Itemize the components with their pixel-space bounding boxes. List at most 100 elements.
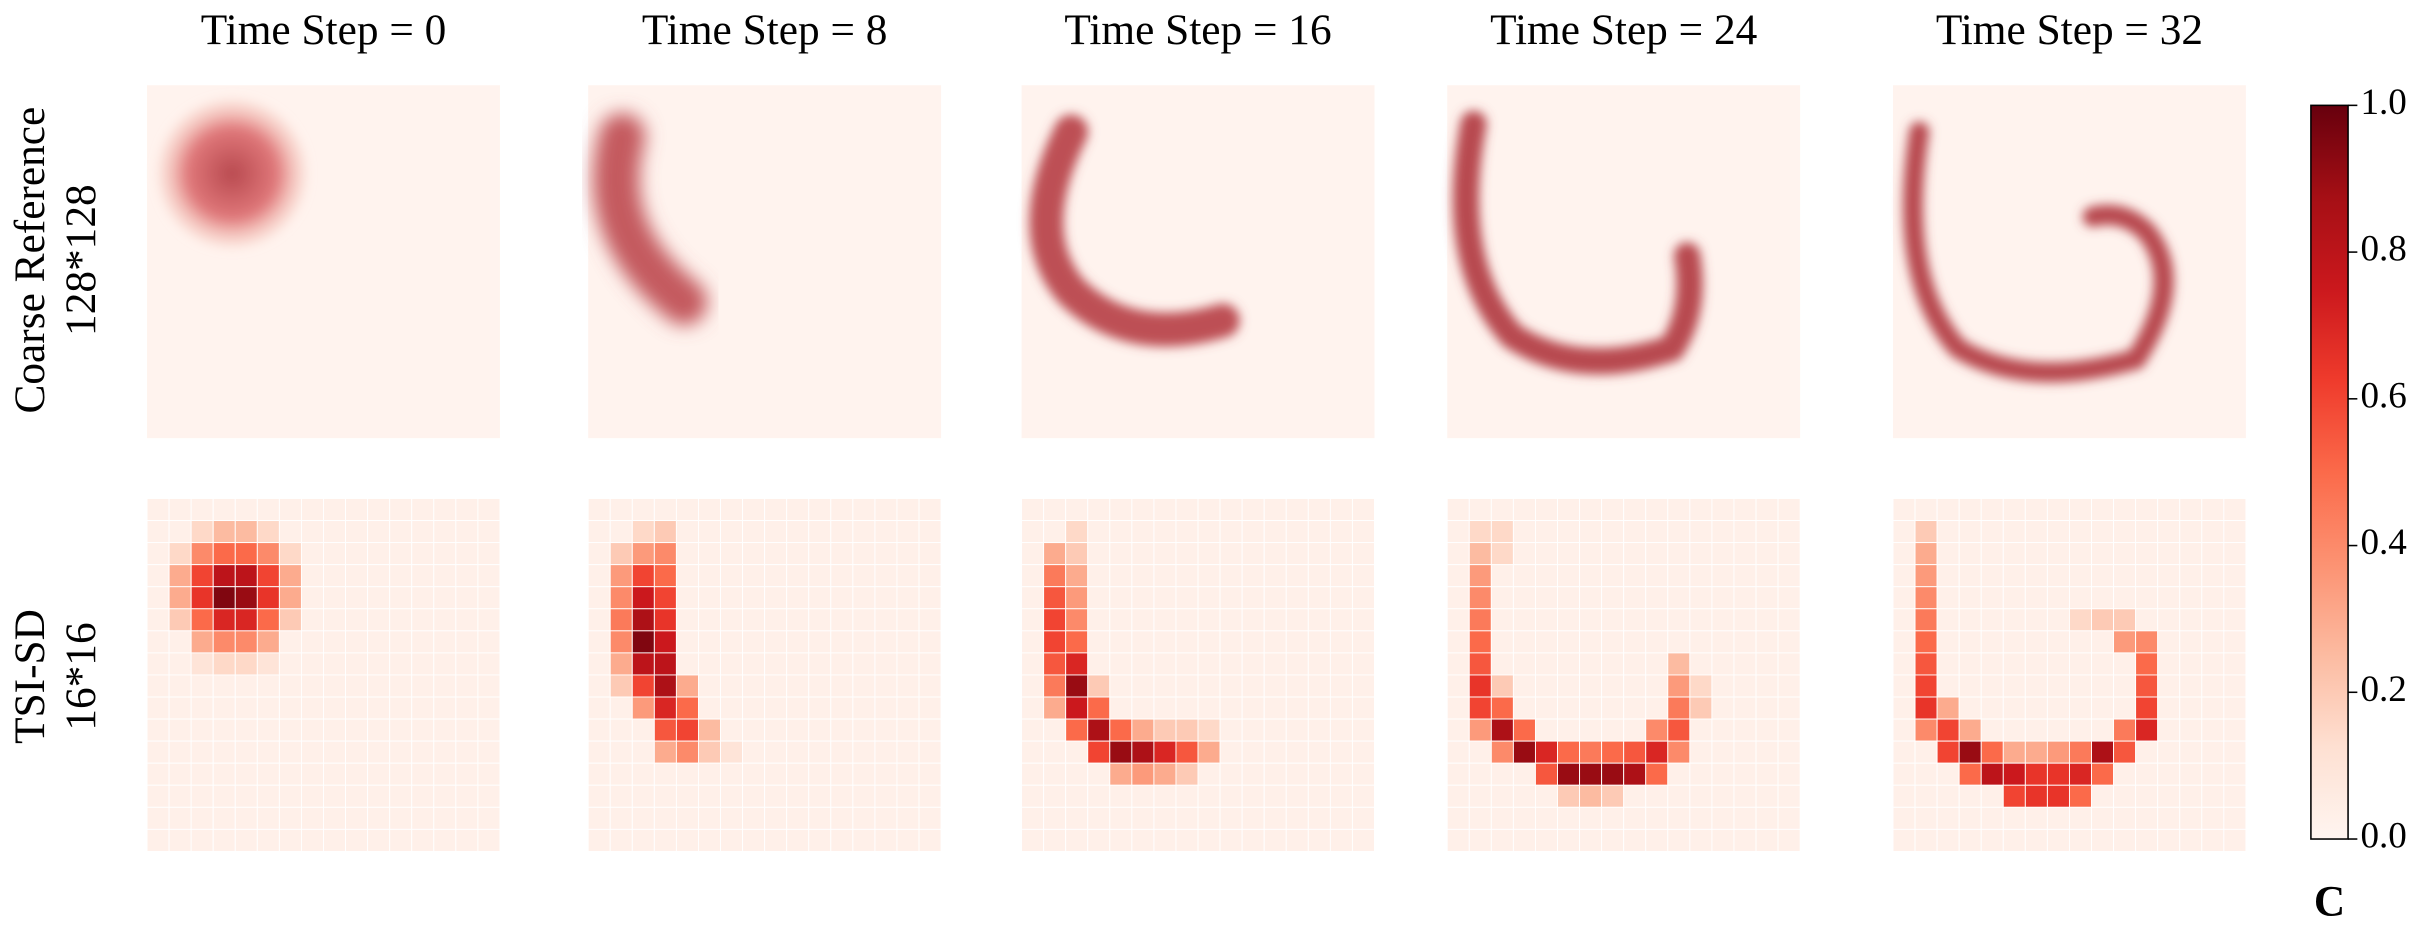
background-cell (1219, 564, 1243, 588)
background-cell (278, 806, 302, 830)
heatmap-cell (609, 586, 633, 610)
background-cell (852, 718, 876, 742)
background-cell (146, 542, 170, 566)
background-cell (1534, 674, 1558, 698)
background-cell (2201, 740, 2225, 764)
heatmap-cell (1557, 740, 1581, 764)
background-cell (1263, 828, 1287, 852)
background-cell (433, 696, 457, 720)
background-cell (2024, 652, 2048, 676)
background-cell (1733, 630, 1757, 654)
background-cell (345, 696, 369, 720)
background-cell (918, 608, 942, 632)
background-cell (697, 762, 721, 786)
background-cell (367, 652, 391, 676)
background-cell (1197, 674, 1221, 698)
background-cell (2201, 674, 2225, 698)
background-cell (720, 828, 744, 852)
background-cell (2024, 564, 2048, 588)
background-cell (918, 542, 942, 566)
background-cell (1065, 498, 1089, 522)
background-cell (2135, 784, 2159, 808)
background-cell (2223, 696, 2247, 720)
background-cell (2091, 828, 2115, 852)
background-cell (852, 828, 876, 852)
background-cell (1689, 608, 1713, 632)
heatmap-cell (609, 564, 633, 588)
background-cell (918, 520, 942, 544)
background-cell (830, 762, 854, 786)
background-cell (631, 828, 655, 852)
background-cell (786, 608, 810, 632)
background-cell (300, 806, 324, 830)
heatmap-cell (609, 630, 633, 654)
background-cell (1263, 586, 1287, 610)
background-cell (345, 586, 369, 610)
background-cell (786, 652, 810, 676)
background-cell (764, 762, 788, 786)
background-cell (2223, 828, 2247, 852)
heatmap-cell (256, 630, 280, 654)
background-cell (1512, 696, 1536, 720)
heatmap-cell (1557, 762, 1581, 786)
background-cell (1197, 564, 1221, 588)
background-cell (742, 652, 766, 676)
background-cell (455, 762, 479, 786)
background-cell (830, 542, 854, 566)
background-cell (697, 630, 721, 654)
heatmap-cell (631, 564, 655, 588)
background-cell (1711, 718, 1735, 742)
background-cell (874, 784, 898, 808)
background-cell (1285, 630, 1309, 654)
background-cell (1980, 586, 2004, 610)
background-cell (1601, 498, 1625, 522)
background-cell (786, 718, 810, 742)
background-cell (587, 740, 611, 764)
background-cell (1109, 564, 1133, 588)
background-cell (918, 828, 942, 852)
background-cell (896, 784, 920, 808)
background-cell (433, 564, 457, 588)
background-cell (1733, 806, 1757, 830)
heatmap-cell (278, 542, 302, 566)
heatmap-cell (2002, 740, 2026, 764)
background-cell (1043, 806, 1067, 830)
background-cell (1329, 652, 1353, 676)
background-cell (1777, 586, 1801, 610)
background-cell (190, 696, 214, 720)
background-cell (345, 762, 369, 786)
background-cell (742, 674, 766, 698)
background-cell (1175, 696, 1199, 720)
heatmap-cell (609, 542, 633, 566)
background-cell (1711, 828, 1735, 852)
background-cell (742, 718, 766, 742)
heatmap-cell (1109, 740, 1133, 764)
background-cell (1689, 498, 1713, 522)
background-cell (323, 828, 347, 852)
background-cell (1219, 630, 1243, 654)
background-cell (278, 762, 302, 786)
background-cell (1711, 608, 1735, 632)
background-cell (1307, 652, 1331, 676)
background-cell (1263, 718, 1287, 742)
background-cell (411, 740, 435, 764)
background-cell (1131, 696, 1155, 720)
background-cell (2068, 520, 2092, 544)
background-cell (1689, 630, 1713, 654)
background-cell (477, 520, 501, 544)
background-cell (2223, 586, 2247, 610)
background-cell (1446, 608, 1470, 632)
background-cell (455, 498, 479, 522)
background-cell (697, 806, 721, 830)
background-cell (2113, 652, 2137, 676)
background-cell (1241, 542, 1265, 566)
background-cell (1021, 784, 1045, 808)
background-cell (2091, 784, 2115, 808)
background-cell (2024, 586, 2048, 610)
background-cell (896, 608, 920, 632)
background-cell (1534, 784, 1558, 808)
background-cell (1307, 762, 1331, 786)
background-cell (1733, 542, 1757, 566)
background-cell (2091, 520, 2115, 544)
background-cell (2179, 630, 2203, 654)
